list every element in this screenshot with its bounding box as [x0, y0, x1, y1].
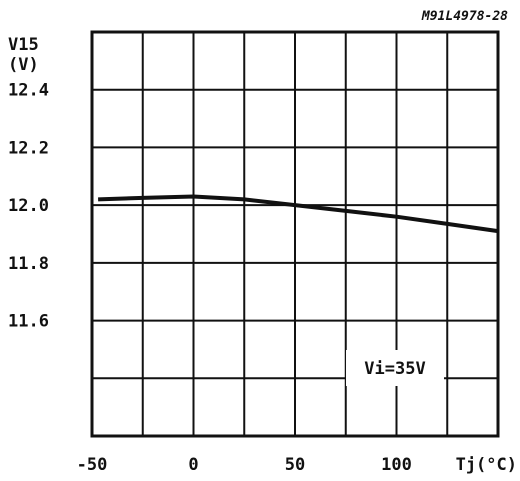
x-tick-label: 100 — [381, 455, 412, 475]
x-axis-label: Tj(°C) — [456, 455, 517, 475]
y-tick-label: 12.4 — [8, 81, 49, 101]
y-tick-label: 11.8 — [8, 254, 49, 274]
series-line-v15 — [98, 194, 499, 234]
x-tick-labels: -50 0 50 100 — [77, 455, 412, 475]
plot-frame — [90, 30, 500, 438]
y-tick-label: 12.2 — [8, 138, 49, 158]
x-tick-label: 0 — [188, 455, 198, 475]
annotation-vi-35v: Vi=35V — [364, 359, 425, 379]
y-tick-labels: 11.6 11.8 12.0 12.2 12.4 — [8, 81, 49, 332]
x-tick-label: 50 — [285, 455, 305, 475]
y-tick-label: 11.6 — [8, 312, 49, 332]
x-tick-label: -50 — [77, 455, 108, 475]
series-lines — [98, 194, 499, 234]
y-axis-label-line-2: (V) — [8, 55, 39, 75]
annotation-box — [346, 350, 444, 386]
figure-code: M91L4978-28 — [421, 9, 508, 24]
plot-border — [90, 30, 500, 438]
y-tick-label: 12.0 — [8, 196, 49, 216]
grid — [92, 32, 498, 436]
y-axis-label-line-1: V15 — [8, 35, 39, 55]
